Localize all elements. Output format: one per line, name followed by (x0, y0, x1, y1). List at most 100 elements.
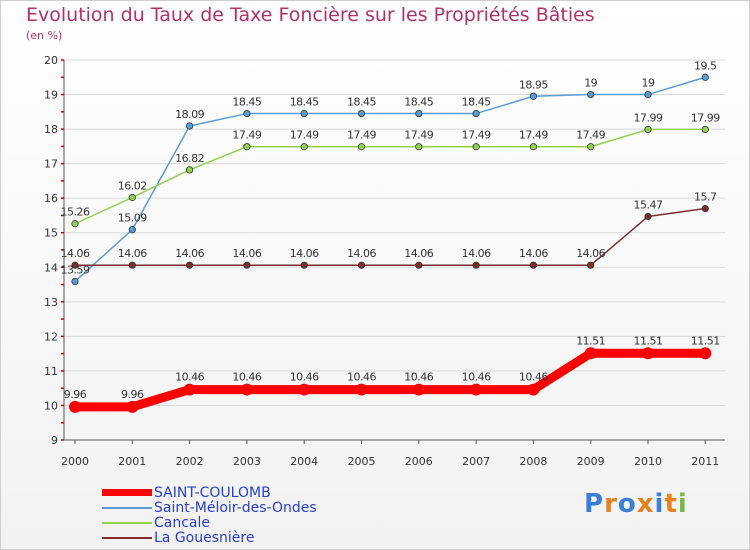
data-point (71, 220, 79, 228)
y-tick-label: 16 (44, 192, 58, 205)
data-point (529, 261, 538, 269)
logo-letter: i (677, 489, 688, 519)
data-point (183, 383, 196, 396)
data-point (69, 400, 81, 413)
data-label: 11.51 (691, 334, 720, 347)
y-tick-label: 18 (44, 123, 58, 136)
logo-letter: t (664, 489, 678, 519)
data-label: 19 (642, 77, 655, 90)
data-point (243, 261, 251, 269)
data-label: 17.49 (290, 129, 319, 142)
data-label: 9.96 (64, 388, 87, 401)
data-point (355, 383, 368, 396)
x-tick-label: 2011 (691, 455, 719, 468)
data-point (584, 347, 597, 360)
data-point (644, 212, 652, 221)
data-label: 18.09 (175, 108, 204, 121)
data-point (186, 122, 194, 130)
data-point (415, 109, 423, 118)
data-label: 14.06 (462, 247, 491, 260)
legend-label: SAINT-COULOMB (154, 485, 271, 501)
data-point (298, 383, 311, 396)
data-point (300, 109, 308, 118)
data-point (415, 261, 423, 269)
legend-label: Cancale (154, 515, 211, 531)
data-point (587, 143, 595, 151)
x-tick-label: 2004 (290, 455, 318, 468)
x-tick-label: 2009 (577, 455, 605, 468)
y-tick-label: 9 (51, 434, 58, 447)
data-label: 16.02 (118, 179, 147, 192)
data-label: 14.06 (576, 247, 605, 260)
y-tick-label: 10 (44, 399, 58, 412)
data-label: 18.45 (290, 96, 319, 109)
x-tick-label: 2005 (348, 455, 376, 468)
logo-letter: x (636, 489, 655, 519)
x-tick-label: 2007 (462, 455, 490, 468)
data-point (699, 347, 712, 360)
data-point (470, 383, 483, 396)
chart-title: Evolution du Taux de Taxe Foncière sur l… (26, 4, 595, 26)
data-point (243, 143, 251, 151)
data-point (71, 261, 79, 269)
data-point (415, 143, 423, 151)
data-point (300, 261, 308, 269)
data-point (644, 125, 652, 134)
data-label: 10.46 (462, 371, 491, 384)
data-label: 17.49 (347, 129, 376, 142)
data-label: 10.46 (347, 371, 376, 384)
data-point (587, 90, 595, 99)
data-point (128, 193, 136, 202)
data-label: 14.06 (175, 247, 204, 260)
data-point (529, 143, 538, 151)
data-point (412, 383, 425, 396)
logo-letter: r (604, 489, 618, 519)
data-point (529, 92, 538, 100)
data-point (472, 143, 480, 151)
data-point (357, 143, 366, 151)
logo-letter: i (654, 489, 665, 519)
series-line (70, 348, 710, 412)
legend-swatch (102, 522, 152, 524)
data-label: 11.51 (576, 334, 605, 347)
data-label: 10.46 (175, 371, 204, 384)
logo-letter: o (617, 489, 637, 519)
data-label: 15.09 (118, 212, 147, 225)
data-point (587, 261, 595, 269)
data-point (701, 204, 709, 213)
data-point (357, 261, 366, 269)
data-point (472, 109, 480, 118)
legend-swatch (102, 489, 152, 496)
data-label: 18.45 (347, 96, 376, 109)
data-label: 17.49 (404, 129, 433, 142)
data-point (300, 143, 308, 151)
data-label: 18.45 (462, 96, 491, 109)
data-point (357, 109, 366, 118)
x-tick-label: 2001 (118, 455, 146, 468)
data-label: 10.46 (404, 371, 433, 384)
data-point (126, 400, 139, 413)
data-label: 14.06 (404, 247, 433, 260)
data-label: 18.45 (404, 96, 433, 109)
data-label: 17.49 (519, 129, 548, 142)
data-label: 14.06 (118, 247, 147, 260)
y-tick-label: 14 (44, 261, 58, 274)
y-tick-label: 20 (44, 54, 58, 67)
y-tick-label: 15 (44, 227, 58, 240)
data-point (243, 109, 251, 118)
data-point (472, 261, 480, 269)
data-point (240, 383, 253, 396)
data-label: 13.59 (61, 263, 90, 276)
legend-swatch (102, 537, 152, 539)
legend-label: La Gouesnière (154, 530, 255, 546)
data-label: 18.45 (232, 96, 261, 109)
data-label: 15.47 (634, 198, 663, 211)
data-label: 14.06 (347, 247, 376, 260)
data-label: 9.96 (121, 388, 144, 401)
data-point (644, 90, 652, 99)
data-label: 15.26 (61, 206, 90, 219)
data-label: 17.49 (232, 129, 261, 142)
data-point (186, 261, 194, 269)
data-label: 17.49 (462, 129, 491, 142)
data-point (128, 226, 136, 234)
